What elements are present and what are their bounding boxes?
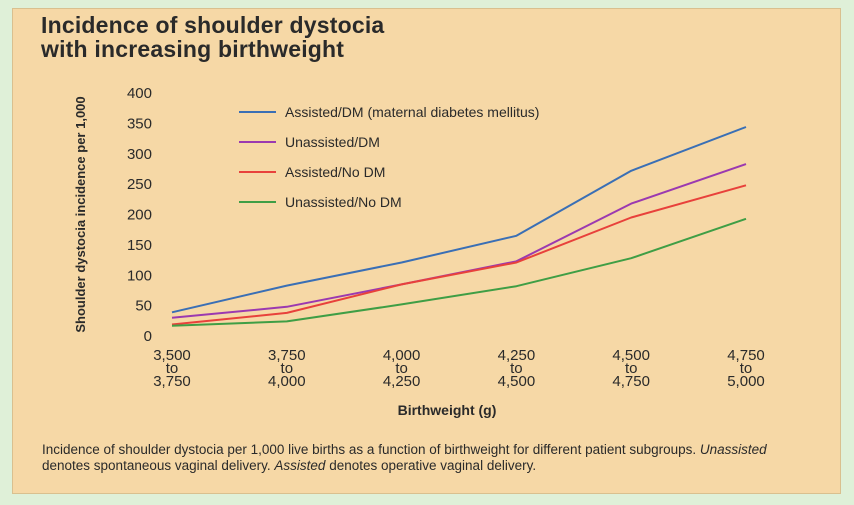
series-line-4 — [171, 217, 747, 327]
x-tick-label: 4,500 to 4,750 — [612, 347, 650, 390]
x-tick-label-line: 4,750 — [612, 373, 650, 390]
legend-label-4: Unassisted/No DM — [285, 194, 402, 210]
legend-label-1: Assisted/DM (maternal diabetes mellitus) — [285, 104, 539, 120]
x-tick-label-line: 4,000 — [268, 373, 306, 390]
x-tick-label-line: to — [166, 360, 179, 377]
title-line-1: Incidence of shoulder dystocia — [41, 12, 385, 38]
x-tick-label: 3,750 to 4,000 — [268, 347, 306, 390]
title-line-2: with increasing birthweight — [41, 36, 345, 62]
figure-panel: Incidence of shoulder dystocia with incr… — [12, 8, 841, 494]
y-tick-label: 200 — [127, 207, 152, 224]
caption-text-3: denotes operative vaginal delivery. — [325, 458, 537, 473]
y-tick-label: 350 — [127, 115, 152, 132]
caption-emphasis-unassisted: Unassisted — [699, 442, 767, 457]
x-tick-label-line: to — [510, 360, 523, 377]
caption-emphasis-assisted: Assisted — [274, 458, 326, 473]
x-tick-label-line: 4,250 — [383, 373, 421, 390]
y-axis-label: Shoulder dystocia incidence per 1,000 — [73, 96, 88, 332]
x-tick-label: 3,500 to 3,750 — [153, 347, 191, 390]
figure-title: Incidence of shoulder dystocia with incr… — [41, 13, 384, 61]
series-line-1 — [171, 126, 747, 314]
x-tick-label-line: 5,000 — [727, 373, 765, 390]
x-tick-label-line: 3,750 — [153, 373, 191, 390]
x-tick-label: 4,000 to 4,250 — [383, 347, 421, 390]
y-tick-label: 300 — [127, 146, 152, 163]
y-tick-label: 250 — [127, 176, 152, 193]
legend-label-3: Assisted/No DM — [285, 164, 385, 180]
x-tick-label-line: 4,500 — [498, 373, 536, 390]
x-tick-label-line: 3,500 — [153, 347, 191, 364]
series-line-3 — [171, 184, 747, 326]
x-tick-label-line: 4,500 — [612, 347, 650, 364]
y-tick-label: 0 — [144, 328, 152, 345]
y-tick-label: 50 — [135, 298, 152, 315]
x-tick-label-line: to — [281, 360, 294, 377]
x-tick-label-line: 3,750 — [268, 347, 306, 364]
line-chart: 0 50 100 150 200 250 300 350 400 Shoulder dystoci… — [73, 85, 765, 418]
legend-label-2: Unassisted/DM — [285, 134, 380, 150]
x-tick-label-line: 4,750 — [727, 347, 765, 364]
x-tick-label: 4,250 to 4,500 — [498, 347, 536, 390]
y-tick-label: 150 — [127, 237, 152, 254]
figure-caption: Incidence of shoulder dystocia per 1,000… — [42, 442, 802, 474]
y-tick-label: 100 — [127, 267, 152, 284]
x-tick-label-line: to — [740, 360, 753, 377]
caption-text-1: Incidence of shoulder dystocia per 1,000… — [42, 442, 700, 457]
x-tick-label: 4,750 to 5,000 — [727, 347, 765, 390]
y-tick-label: 400 — [127, 85, 152, 102]
x-tick-label-line: 4,250 — [498, 347, 536, 364]
x-tick-label-line: 4,000 — [383, 347, 421, 364]
x-tick-label-line: to — [395, 360, 408, 377]
x-tick-label-line: to — [625, 360, 638, 377]
caption-text-2: denotes spontaneous vaginal delivery. — [42, 458, 275, 473]
x-axis-label: Birthweight (g) — [398, 402, 497, 418]
